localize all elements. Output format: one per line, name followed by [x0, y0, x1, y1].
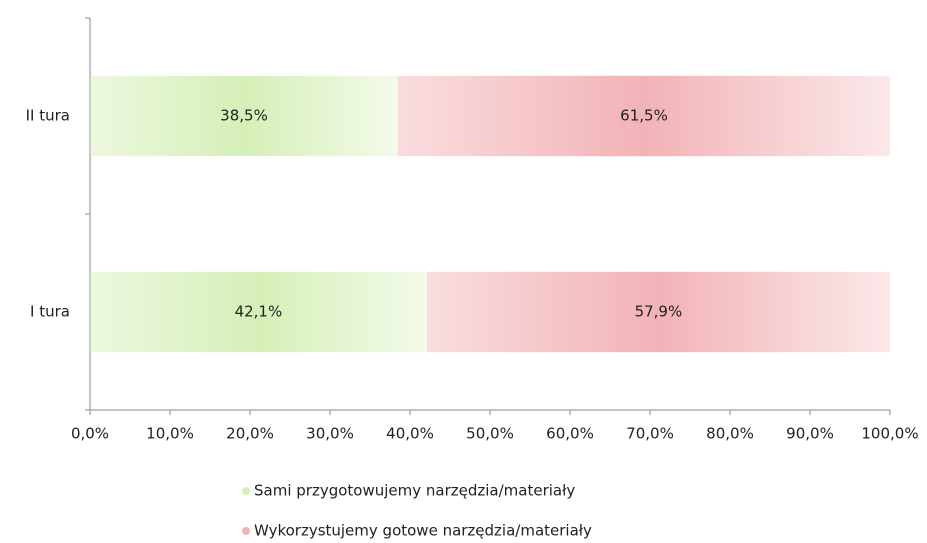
- x-tick-label: 60,0%: [546, 425, 594, 443]
- x-tick-label: 10,0%: [146, 425, 194, 443]
- y-tick-label: II tura: [26, 107, 70, 125]
- x-tick-label: 0,0%: [71, 425, 109, 443]
- value-label: 57,9%: [635, 303, 683, 321]
- x-tick-label: 70,0%: [626, 425, 674, 443]
- bar-segment: [398, 75, 890, 157]
- x-tick-label: 30,0%: [306, 425, 354, 443]
- value-label: 42,1%: [235, 303, 283, 321]
- legend-label: Wykorzystujemy gotowe narzędzia/materiał…: [254, 522, 592, 540]
- x-tick-label: 100,0%: [861, 425, 918, 443]
- legend-label: Sami przygotowujemy narzędzia/materiały: [254, 482, 575, 500]
- value-label: 38,5%: [220, 107, 268, 125]
- bar-segment: [90, 271, 427, 353]
- x-tick-label: 80,0%: [706, 425, 754, 443]
- legend-marker: [242, 487, 250, 495]
- x-tick-label: 90,0%: [786, 425, 834, 443]
- legend-marker: [242, 527, 250, 535]
- x-tick-label: 50,0%: [466, 425, 514, 443]
- bar-segment: [90, 75, 398, 157]
- x-tick-label: 20,0%: [226, 425, 274, 443]
- y-tick-label: I tura: [30, 303, 70, 321]
- x-tick-label: 40,0%: [386, 425, 434, 443]
- bar-segment: [426, 271, 890, 353]
- value-label: 61,5%: [620, 107, 668, 125]
